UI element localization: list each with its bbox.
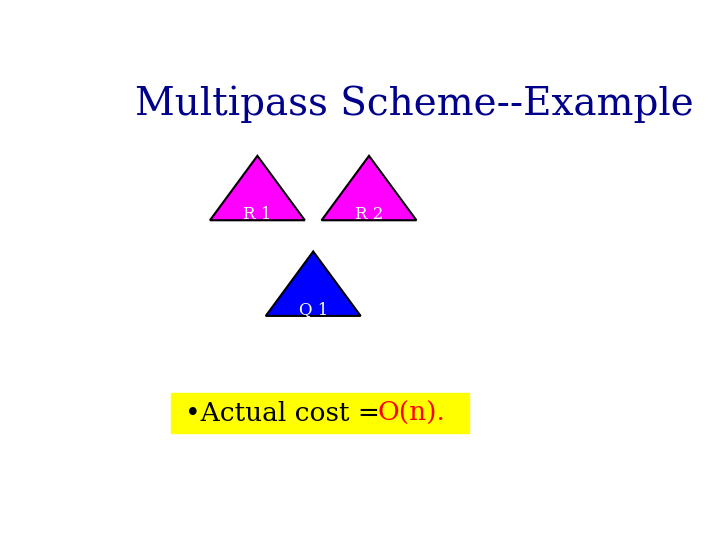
Text: Multipass Scheme--Example: Multipass Scheme--Example xyxy=(135,85,693,123)
Text: Q 1: Q 1 xyxy=(299,302,328,319)
Text: O(n).: O(n). xyxy=(377,401,445,426)
Polygon shape xyxy=(266,252,361,316)
Polygon shape xyxy=(322,156,416,220)
Text: •Actual cost =: •Actual cost = xyxy=(185,401,388,426)
FancyBboxPatch shape xyxy=(171,393,469,433)
Polygon shape xyxy=(210,156,305,220)
Text: R 2: R 2 xyxy=(355,206,383,223)
Text: R 1: R 1 xyxy=(243,206,271,223)
